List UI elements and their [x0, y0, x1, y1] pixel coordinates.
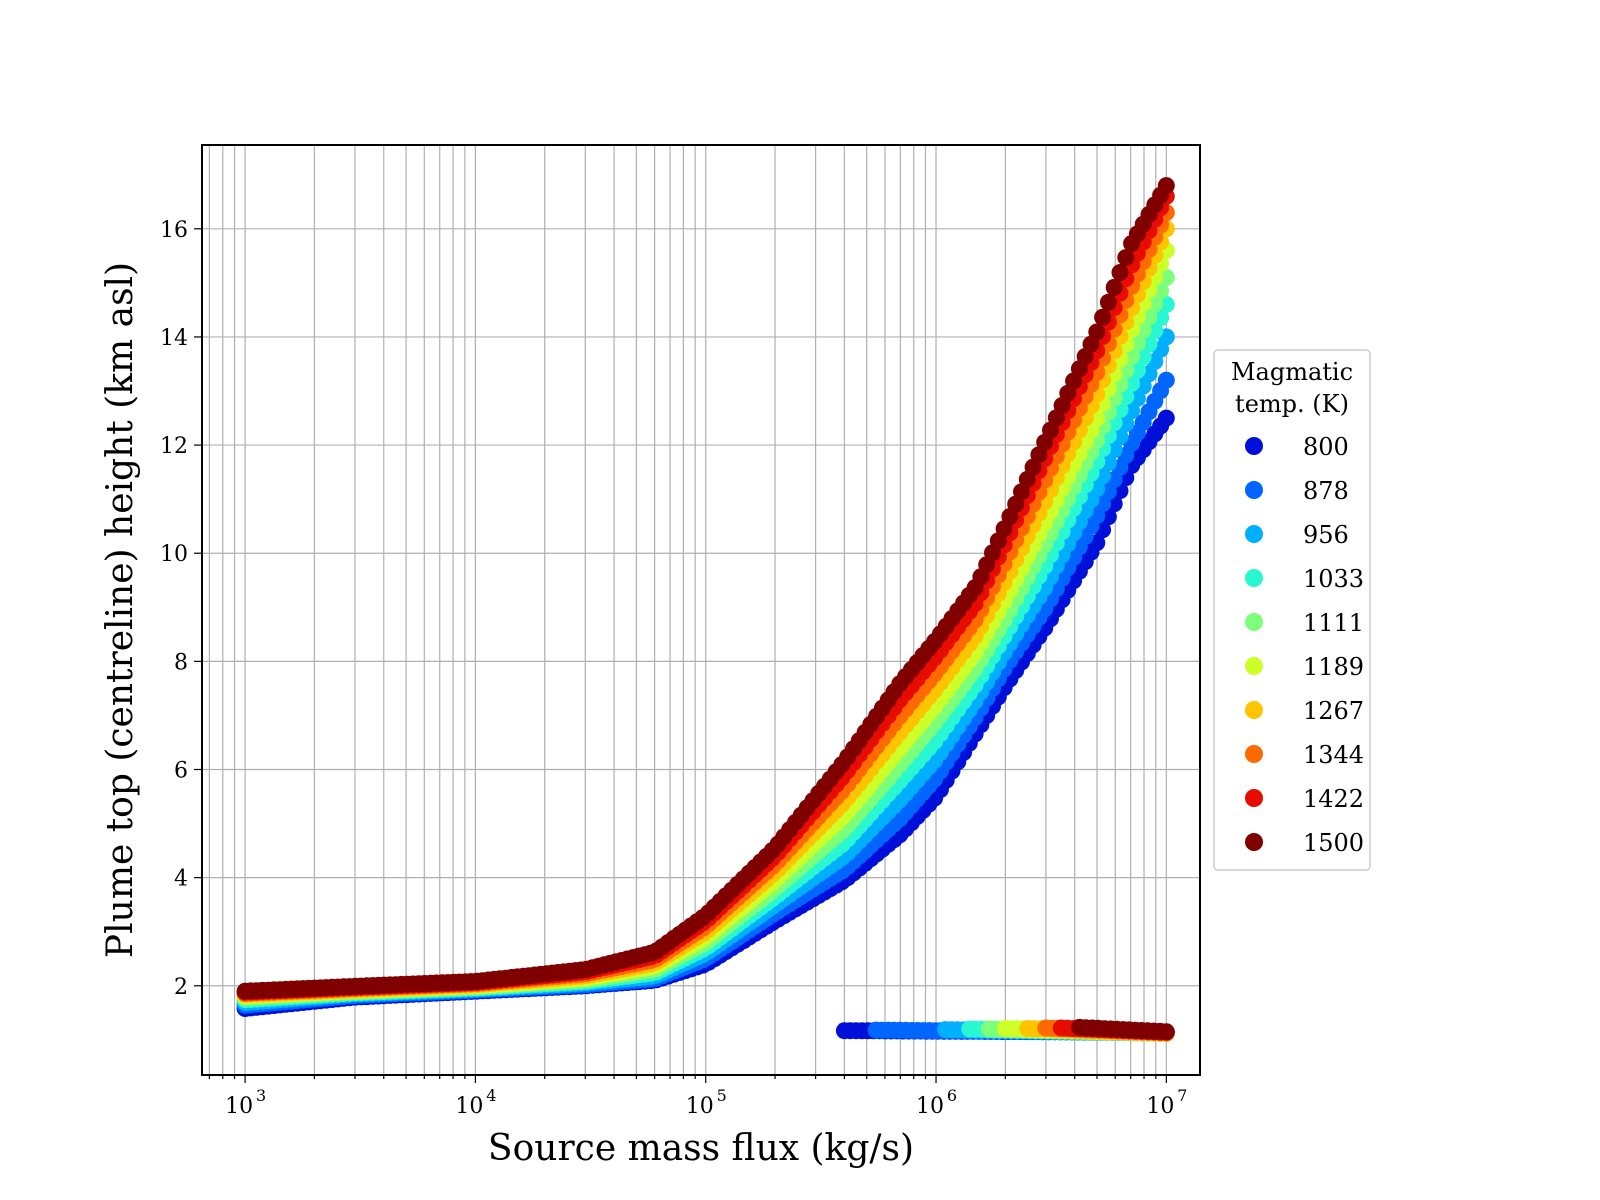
legend-marker	[1245, 525, 1263, 543]
legend-marker	[1245, 745, 1263, 763]
y-tick-label: 12	[160, 434, 188, 459]
data-point	[1157, 177, 1175, 195]
x-tick-exponent: 5	[717, 1086, 727, 1105]
y-tick-label: 10	[160, 542, 188, 567]
y-tick-label: 16	[160, 218, 188, 243]
legend-marker	[1245, 789, 1263, 807]
data-point	[1088, 323, 1106, 341]
data-point	[1157, 409, 1175, 427]
y-axis-ticks: 2 4 6 8 10 12 14 16	[160, 218, 202, 1000]
legend-label: 1422	[1303, 785, 1364, 813]
legend-box	[1213, 349, 1371, 871]
legend-label: 800	[1303, 433, 1349, 461]
x-tick-label: 10	[916, 1094, 944, 1119]
x-tick-exponent: 3	[256, 1086, 266, 1105]
x-tick-exponent: 4	[486, 1086, 496, 1105]
legend-label: 878	[1303, 477, 1349, 505]
x-tick-label: 10	[1146, 1094, 1174, 1119]
data-point	[1105, 278, 1123, 296]
y-tick-label: 14	[160, 326, 188, 351]
data-point	[1157, 371, 1175, 389]
y-axis-label: Plume top (centreline) height (km asl)	[100, 262, 141, 958]
data-point	[1099, 293, 1117, 311]
legend-label: 1267	[1303, 697, 1364, 725]
legend-marker	[1245, 613, 1263, 631]
legend-label: 956	[1303, 521, 1349, 549]
plot-frame	[201, 144, 1201, 1076]
legend-label: 1111	[1303, 609, 1364, 637]
legend-marker	[1245, 569, 1263, 587]
legend: Magmatic temp. (K) 800 878 956 1033 1111 1189…	[1213, 349, 1371, 871]
legend-marker	[1245, 481, 1263, 499]
x-tick-label: 10	[455, 1094, 483, 1119]
y-tick-label: 4	[174, 867, 188, 892]
series-1500	[236, 177, 1175, 1000]
y-tick-label: 6	[174, 759, 188, 784]
data-point	[1117, 249, 1135, 267]
x-tick-label: 10	[225, 1094, 253, 1119]
x-tick-exponent: 6	[947, 1086, 957, 1105]
y-tick-label: 2	[174, 975, 188, 1000]
data-points	[236, 177, 1175, 1042]
x-tick-exponent: 7	[1177, 1086, 1187, 1105]
low-branch-1500	[1071, 1018, 1175, 1041]
x-axis-label: Source mass flux (kg/s)	[488, 1128, 914, 1169]
x-axis-ticks: 10 3 10 4 10 5 10 6 10 7	[208, 1075, 1187, 1119]
data-point	[1094, 308, 1112, 326]
legend-items: 800 878 956 1033 1111 1189 1267 1344 1422 1500	[1245, 433, 1364, 857]
legend-label: 1033	[1303, 565, 1364, 593]
legend-label: 1500	[1303, 829, 1364, 857]
legend-marker	[1245, 701, 1263, 719]
data-point	[1111, 264, 1129, 281]
legend-label: 1189	[1303, 653, 1364, 681]
y-tick-label: 8	[174, 650, 188, 675]
legend-label: 1344	[1303, 741, 1364, 769]
legend-marker	[1245, 657, 1263, 675]
legend-title-line-2: temp. (K)	[1235, 390, 1349, 418]
data-point	[1157, 1023, 1175, 1041]
x-tick-label: 10	[686, 1094, 714, 1119]
legend-marker	[1245, 437, 1263, 455]
legend-marker	[1245, 833, 1263, 851]
legend-title-line-1: Magmatic	[1231, 358, 1353, 386]
